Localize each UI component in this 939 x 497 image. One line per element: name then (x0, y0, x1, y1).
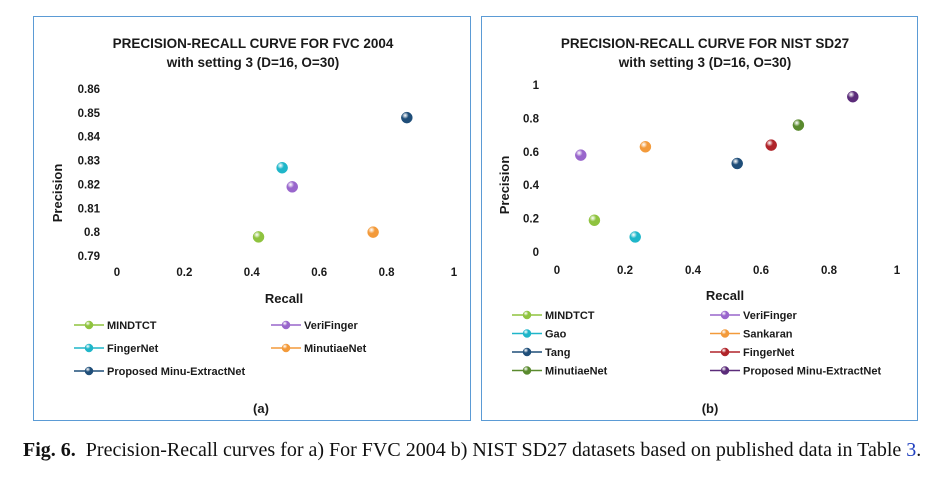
data-point-proposed-minu-extractnet (401, 111, 413, 124)
table-reference-link[interactable]: 3 (906, 439, 917, 461)
data-point-fingernet (276, 161, 288, 174)
y-axis-label: Precision (50, 164, 65, 223)
y-tick-label: 0.81 (78, 203, 101, 215)
data-point-verifinger (286, 181, 298, 193)
y-tick-label: 0 (533, 247, 539, 259)
legend-marker (84, 320, 94, 330)
chart-title: PRECISION-RECALL CURVE FOR NIST SD27 (561, 36, 849, 51)
legend-label: Gao (545, 329, 567, 341)
chart-panel-fvc2004: PRECISION-RECALL CURVE FOR FVC 2004 with… (33, 16, 471, 421)
data-point-mindtct (588, 214, 601, 227)
x-tick-label: 0.6 (311, 267, 327, 279)
y-tick-label: 0.82 (78, 179, 100, 191)
x-tick-label: 0 (554, 265, 560, 277)
legend-item: Tang (512, 347, 570, 359)
caption-text: Precision-Recall curves for a) For FVC 2… (85, 439, 902, 461)
x-axis-label: Recall (706, 288, 744, 303)
x-tick-label: 1 (894, 265, 901, 277)
y-tick-label: 0.85 (78, 108, 101, 120)
legend-item: Proposed Minu-ExtractNet (710, 366, 881, 378)
legend-label: Tang (545, 347, 570, 359)
data-point-mindtct (252, 231, 265, 243)
legend-marker (522, 329, 532, 338)
data-point-minutiaenet (367, 226, 379, 238)
chart-panel-nistsd27: PRECISION-RECALL CURVE FOR NIST SD27 wit… (481, 16, 918, 421)
x-tick-label: 0 (114, 267, 120, 279)
chart-subtitle: with setting 3 (D=16, O=30) (166, 55, 340, 70)
y-axis-label: Precision (497, 156, 512, 215)
legend-label: Proposed Minu-ExtractNet (743, 366, 881, 378)
legend-marker (281, 343, 291, 353)
legend-item: MINDTCT (74, 320, 157, 332)
legend-marker (84, 366, 94, 376)
x-tick-label: 0.2 (617, 265, 633, 277)
chart-title: PRECISION-RECALL CURVE FOR FVC 2004 (113, 36, 394, 51)
legend-item: MINDTCT (512, 310, 595, 322)
legend-marker (522, 310, 532, 320)
legend-marker (84, 343, 94, 353)
legend-marker (522, 366, 532, 375)
x-tick-label: 0.4 (685, 265, 702, 277)
y-tick-label: 0.2 (523, 214, 539, 226)
x-tick-label: 0.8 (821, 265, 838, 277)
chart-subtitle: with setting 3 (D=16, O=30) (618, 55, 792, 70)
legend-label: MINDTCT (545, 310, 595, 322)
legend-marker (720, 329, 730, 338)
data-point-tang (731, 157, 743, 170)
legend-item: VeriFinger (271, 320, 359, 332)
y-tick-label: 0.83 (78, 156, 100, 168)
legend-label: MINDTCT (107, 320, 157, 332)
data-point-sankaran (639, 141, 652, 153)
x-axis-label: Recall (265, 291, 303, 306)
legend-label: Sankaran (743, 329, 793, 341)
y-tick-label: 0.79 (78, 251, 100, 263)
legend-label: MinutiaeNet (304, 343, 367, 355)
legend-item: Sankaran (710, 329, 793, 341)
data-point-minutiaenet (792, 119, 805, 131)
data-point-proposed-minu-extractnet (847, 90, 859, 103)
chart-fvc2004: PRECISION-RECALL CURVE FOR FVC 2004 with… (50, 36, 458, 416)
legend-label: FingerNet (743, 347, 795, 359)
y-tick-label: 0.8 (84, 227, 101, 239)
legend-label: MinutiaeNet (545, 366, 608, 378)
legend-item: FingerNet (74, 343, 159, 355)
x-tick-label: 0.6 (753, 265, 769, 277)
legend-marker (720, 310, 730, 320)
y-tick-label: 0.8 (523, 113, 540, 125)
y-tick-label: 0.84 (78, 132, 101, 144)
data-point-gao (629, 231, 641, 243)
legend-item: Proposed Minu-ExtractNet (74, 366, 245, 378)
legend-label: FingerNet (107, 343, 159, 355)
caption-period: . (916, 439, 922, 461)
x-tick-label: 0.8 (379, 267, 396, 279)
y-tick-label: 0.86 (78, 84, 100, 96)
legend-marker (720, 347, 730, 357)
legend-label: Proposed Minu-ExtractNet (107, 366, 245, 378)
legend-item: MinutiaeNet (512, 366, 608, 378)
legend-marker (720, 366, 730, 375)
legend-marker (522, 347, 532, 357)
figure-caption: Fig. 6. Precision-Recall curves for a) F… (23, 437, 928, 463)
x-tick-label: 0.4 (244, 267, 261, 279)
legend-label: VeriFinger (743, 310, 798, 322)
legend-label: VeriFinger (304, 320, 359, 332)
y-tick-label: 0.4 (523, 180, 540, 192)
x-tick-label: 0.2 (176, 267, 192, 279)
chart-nistsd27: PRECISION-RECALL CURVE FOR NIST SD27 wit… (497, 36, 901, 416)
x-tick-label: 1 (451, 267, 458, 279)
caption-label: Fig. 6. (23, 439, 76, 461)
legend-item: FingerNet (710, 347, 795, 359)
legend-marker (281, 320, 291, 330)
data-point-fingernet (765, 139, 777, 151)
panel-label: (b) (702, 401, 719, 416)
y-tick-label: 0.6 (523, 147, 539, 159)
panel-label: (a) (253, 401, 269, 416)
legend-item: VeriFinger (710, 310, 798, 322)
legend-item: Gao (512, 329, 567, 341)
data-point-verifinger (575, 149, 587, 161)
y-tick-label: 1 (533, 80, 540, 92)
legend-item: MinutiaeNet (271, 343, 367, 355)
